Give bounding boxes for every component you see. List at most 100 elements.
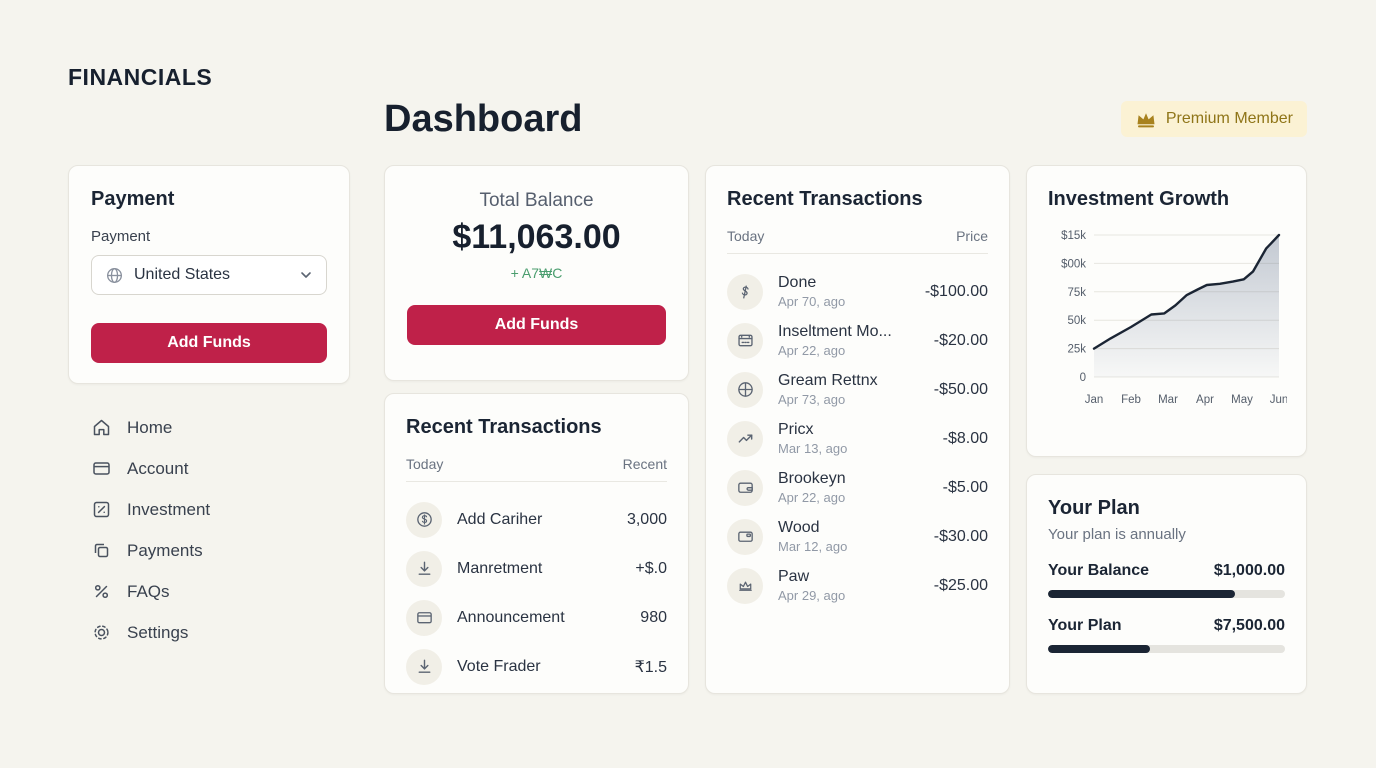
plan-plan-label: Your Plan	[1048, 617, 1122, 634]
transaction-row[interactable]: Wood Mar 12, ago -$30.00	[727, 512, 988, 561]
sidebar-item-faqs[interactable]: FAQs	[91, 581, 350, 602]
svg-text:Feb: Feb	[1121, 394, 1141, 406]
transaction-amount: -$100.00	[924, 282, 988, 300]
transaction-value: 3,000	[626, 510, 667, 528]
percent-icon	[91, 581, 112, 602]
investment-growth-title: Investment Growth	[1048, 188, 1230, 210]
plan-plan-amount: $7,500.00	[1213, 617, 1285, 634]
column-header-recent: Recent	[622, 456, 667, 472]
transaction-row[interactable]: Announcement 980	[406, 593, 667, 642]
transaction-date: Mar 12, ago	[778, 539, 848, 554]
plan-balance-row: Your Balance $1,000.00	[1048, 562, 1285, 598]
page-title: Dashboard	[384, 97, 583, 140]
left-column: Payment Payment United States	[68, 165, 350, 643]
transaction-info: Inseltment Mo... Apr 22, ago	[778, 323, 919, 358]
transaction-amount: -$50.00	[933, 380, 988, 398]
dollar-icon	[727, 273, 763, 310]
plan-balance-label: Your Balance	[1048, 562, 1150, 579]
svg-text:$00k: $00k	[1061, 258, 1086, 270]
transaction-amount: -$25.00	[933, 576, 988, 594]
credit-card-icon	[91, 458, 112, 479]
transaction-row[interactable]: Brookeyn Apr 22, ago -$5.00	[727, 463, 988, 512]
svg-text:Apr: Apr	[1196, 394, 1214, 406]
svg-text:Jan: Jan	[1085, 394, 1104, 406]
svg-text:25k: 25k	[1067, 344, 1086, 356]
transaction-row[interactable]: Gream Rettnx Apr 73, ago -$50.00	[727, 365, 988, 414]
transaction-row[interactable]: Done Apr 70, ago -$100.00	[727, 267, 988, 316]
transaction-info: Wood Mar 12, ago	[778, 519, 919, 554]
transaction-date: Apr 22, ago	[778, 490, 846, 505]
sidebar-item-investment[interactable]: Investment	[91, 499, 350, 520]
svg-text:Jun: Jun	[1270, 394, 1287, 406]
trending-up-icon	[727, 420, 763, 457]
card-icon	[406, 599, 442, 636]
transaction-date: Apr 22, ago	[778, 343, 846, 358]
transaction-value: 980	[640, 608, 667, 626]
add-funds-button[interactable]: Add Funds	[91, 323, 327, 363]
transaction-info: Gream Rettnx Apr 73, ago	[778, 372, 919, 407]
plan-balance-amount: $1,000.00	[1213, 562, 1285, 579]
investment-growth-card: Investment Growth $15k $00k 75k 50k 25k 0 Jan F…	[1026, 165, 1307, 457]
transaction-name: Done	[778, 274, 817, 291]
sidebar-item-label: Investment	[127, 499, 211, 519]
dashboard-columns: Payment Payment United States	[68, 165, 1307, 694]
transaction-value: +$.0	[635, 559, 667, 577]
payment-card: Payment Payment United States	[68, 165, 350, 384]
transaction-date: Mar 13, ago	[778, 441, 848, 456]
transaction-row[interactable]: Inseltment Mo... Apr 22, ago -$20.00	[727, 316, 988, 365]
app-logo: FINANCIALS	[68, 64, 213, 90]
total-balance-card: Total Balance $11,063.00 + A7₩C Add Fund…	[384, 165, 689, 381]
transaction-name: Announcement	[457, 608, 565, 626]
transaction-name: Gream Rettnx	[778, 372, 878, 389]
svg-text:0: 0	[1080, 372, 1086, 384]
transaction-amount: -$8.00	[942, 429, 988, 447]
transaction-row[interactable]: Pricx Mar 13, ago -$8.00	[727, 414, 988, 463]
sidebar-item-settings[interactable]: Settings	[91, 622, 350, 643]
svg-text:May: May	[1231, 394, 1253, 406]
column-header-today: Today	[727, 228, 765, 244]
transaction-name: Add Cariher	[457, 510, 543, 528]
transaction-name: Pricx	[778, 421, 814, 438]
transaction-name: Brookeyn	[778, 470, 846, 487]
sidebar-item-home[interactable]: Home	[91, 417, 350, 438]
transaction-info: Done Apr 70, ago	[778, 274, 910, 309]
sidebar-item-account[interactable]: Account	[91, 458, 350, 479]
balance-change: + A7₩C	[510, 265, 563, 281]
balance-progress-fill	[1048, 590, 1236, 598]
transaction-row[interactable]: Manretment +$.0	[406, 544, 667, 593]
transaction-date: Apr 29, ago	[778, 588, 846, 603]
premium-badge: Premium Member	[1120, 101, 1307, 137]
add-funds-button[interactable]: Add Funds	[407, 305, 666, 345]
column-header-price: Price	[956, 228, 988, 244]
transaction-amount: -$30.00	[933, 527, 988, 545]
header: Dashboard Premium Member	[68, 91, 1307, 147]
transaction-row[interactable]: Vote Frader ₹1.5	[406, 642, 667, 691]
your-plan-subtitle: Your plan is annually	[1048, 526, 1186, 543]
transaction-name: Inseltment Mo...	[778, 323, 892, 340]
column-header-today: Today	[406, 456, 444, 472]
recent-transactions-card: Recent Transactions Today Recent Add Car	[384, 393, 689, 694]
transaction-date: Apr 70, ago	[778, 294, 846, 309]
transaction-info: Brookeyn Apr 22, ago	[778, 470, 928, 505]
transaction-amount: -$5.00	[942, 478, 988, 496]
country-select-value: United States	[134, 266, 231, 283]
chart-box-icon	[91, 499, 112, 520]
investment-growth-chart: $15k $00k 75k 50k 25k 0 Jan Feb Mar Apr May Jun	[1048, 225, 1288, 418]
crown-icon	[1135, 109, 1157, 129]
payment-field-label: Payment	[91, 228, 151, 245]
transaction-row[interactable]: Paw Apr 29, ago -$25.00	[727, 561, 988, 610]
sidebar-nav: Home Account	[68, 417, 350, 643]
balance-progress-bar	[1048, 590, 1285, 598]
plan-progress-bar	[1048, 645, 1285, 653]
transaction-name: Wood	[778, 519, 820, 536]
country-select[interactable]: United States	[91, 255, 327, 295]
total-balance-label: Total Balance	[479, 190, 594, 211]
gear-icon	[91, 622, 112, 643]
transaction-row[interactable]: Add Cariher 3,000	[406, 495, 667, 544]
transactions-column-headers: Today Price	[727, 228, 988, 254]
svg-text:50k: 50k	[1067, 315, 1086, 327]
sidebar-item-payments[interactable]: Payments	[91, 540, 350, 561]
transactions-column-headers: Today Recent	[406, 456, 667, 482]
your-plan-card: Your Plan Your plan is annually Your Bal…	[1026, 474, 1307, 694]
